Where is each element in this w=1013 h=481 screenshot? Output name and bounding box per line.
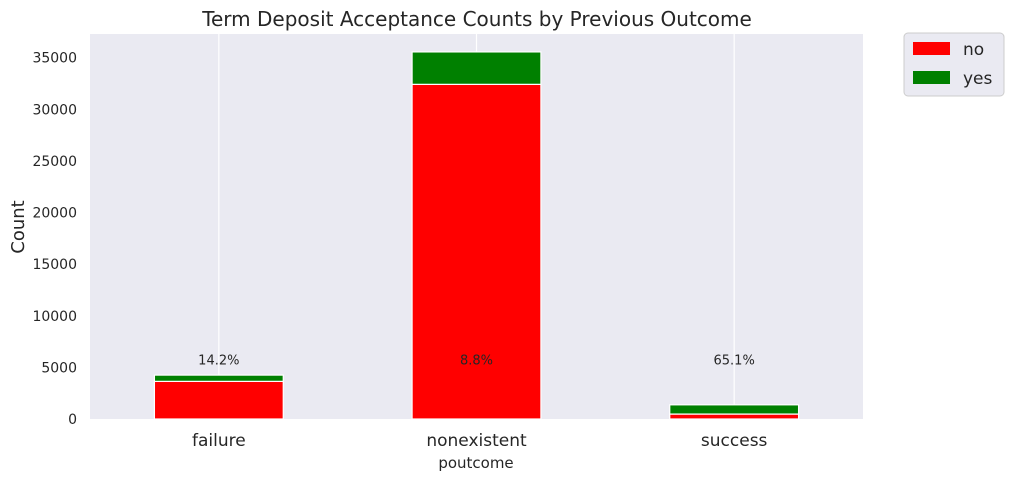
legend: no yes [903,32,1005,97]
bar-yes-nonexistent [411,51,542,85]
y-tick-label: 20000 [32,206,77,222]
bars [153,51,800,420]
y-axis-label: Count [8,200,29,253]
y-tick-label: 25000 [32,154,77,170]
y-tick-label: 10000 [32,309,77,325]
percent-annotation: 65.1% [714,353,755,368]
bar-yes-failure [153,374,284,382]
y-tick-label: 0 [68,412,77,428]
y-tick-label: 30000 [32,102,77,118]
y-tick-label: 15000 [32,257,77,273]
y-tick-labels: 0 5000 10000 15000 20000 25000 30000 35000 [32,51,77,428]
x-tick-labels: failure nonexistent success [192,431,768,451]
chart-title: Term Deposit Acceptance Counts by Previo… [201,7,752,31]
x-tick-label-success: success [701,431,768,451]
percent-annotation: 8.8% [460,353,493,368]
x-tick-label-nonexistent: nonexistent [426,431,527,451]
y-tick-label: 35000 [32,51,77,67]
x-tick-label-failure: failure [192,431,246,451]
bar-yes-success [669,404,800,415]
legend-label-yes: yes [963,69,993,89]
percent-annotation: 14.2% [198,353,239,368]
annotations: 14.2% 8.8% 65.1% [198,353,755,368]
y-tick-label: 5000 [41,360,77,376]
legend-swatch-no [913,42,950,55]
legend-swatch-yes [913,71,950,84]
bar-no-success [669,413,800,420]
bar-no-failure [153,380,284,420]
legend-label-no: no [963,40,984,60]
bar-no-nonexistent [411,83,542,420]
x-axis-label: poutcome [438,454,513,472]
